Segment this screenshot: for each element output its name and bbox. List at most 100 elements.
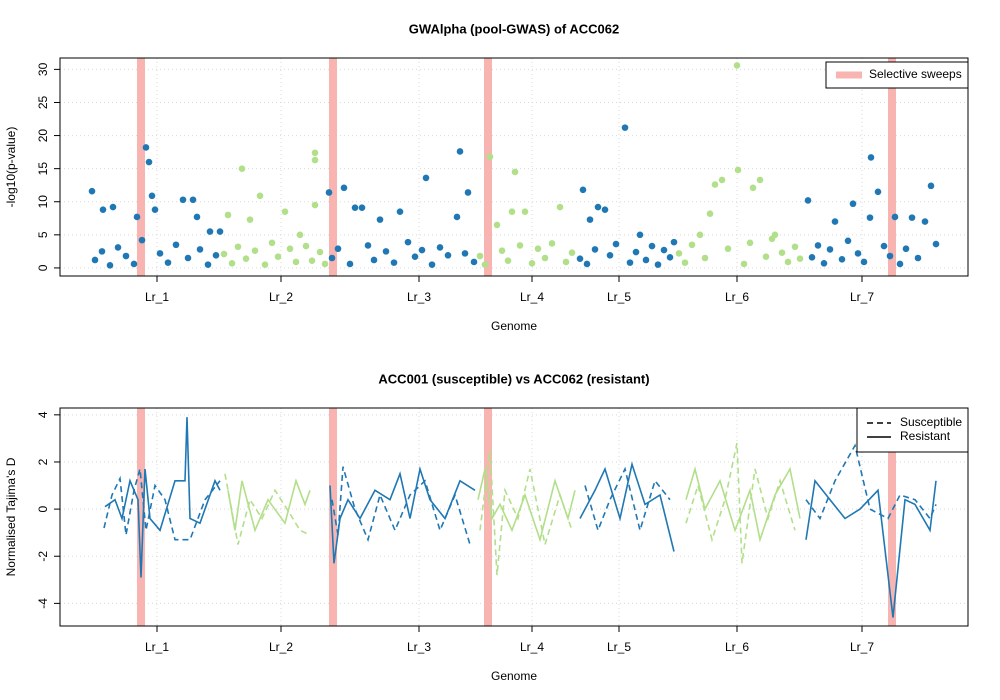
point [224,211,232,219]
x-tick-label: Lr_7 [850,640,874,654]
line [329,465,476,564]
line [805,478,937,618]
point [316,248,324,256]
point [311,201,319,209]
point [874,188,882,196]
point [511,168,519,176]
point [216,228,224,235]
point [541,254,549,262]
point [860,258,868,266]
x-axis-label: Genome [491,669,537,683]
point [902,245,910,253]
point [791,243,799,251]
legend-label: Resistant [900,429,951,443]
point [351,204,359,212]
point [831,218,839,225]
x-tick-label: Lr_5 [607,640,631,654]
point [91,256,99,264]
y-tick-label: 10 [36,195,50,209]
point [498,247,506,255]
point [196,246,204,253]
y-tick-label: 25 [36,95,50,109]
point [508,208,516,215]
point [746,239,754,247]
point [784,258,792,266]
point [734,166,742,174]
point [404,238,412,246]
point [325,189,333,196]
x-tick-label: Lr_2 [269,640,293,654]
point [382,248,390,255]
point [927,182,935,190]
point [268,239,276,247]
point [606,252,614,259]
y-tick-label: 5 [36,231,50,238]
point [586,216,594,223]
point [238,165,246,172]
point [334,245,342,253]
point [932,240,940,248]
point [411,253,419,260]
point [493,221,501,229]
point [621,124,629,131]
y-tick-label: -2 [36,551,50,562]
point [98,248,106,255]
point [204,261,212,268]
point [548,240,556,247]
y-axis-label: Normalised Tajima's D [4,457,18,576]
point [718,176,726,184]
line [685,465,801,543]
point [206,228,214,235]
point [130,260,138,268]
y-axis-label: -log10(p-value) [4,127,18,208]
point [724,245,732,253]
point [370,256,378,264]
point [376,216,384,223]
point [594,203,602,211]
point [626,259,634,266]
point [292,258,300,266]
point [486,153,494,161]
y-tick-label: -4 [36,598,50,609]
point [234,243,242,251]
point [681,259,689,266]
point [456,148,464,155]
point [880,242,888,250]
point [706,210,714,217]
point [461,250,469,257]
point [820,259,828,267]
point [242,255,250,262]
point [696,231,704,239]
point [444,252,452,259]
point [308,257,316,264]
point [418,246,426,254]
plot-frame [59,57,969,277]
point [804,197,812,204]
point [422,174,430,182]
point [556,203,564,211]
point [591,246,599,253]
point [470,258,478,266]
point [528,259,536,267]
line [224,473,311,545]
point [896,260,904,268]
point [321,260,329,268]
point [891,213,899,221]
point [521,208,529,215]
point [921,218,929,225]
point [771,231,779,239]
point [808,254,816,261]
line [579,461,675,552]
point [886,252,894,260]
point [138,236,146,244]
x-tick-label: Lr_4 [520,290,544,304]
line [685,442,796,564]
point [826,246,834,253]
point [908,214,916,221]
point [654,261,662,268]
point [749,184,757,192]
point [220,250,228,258]
line [104,417,221,578]
point [328,254,336,262]
point [346,260,354,268]
